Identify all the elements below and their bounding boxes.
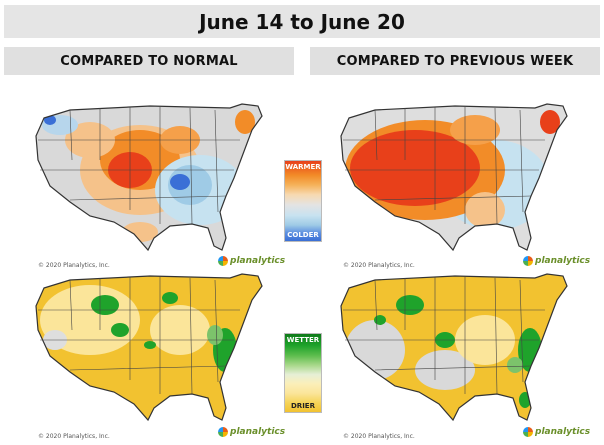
planalytics-logo: planalytics <box>218 256 285 266</box>
map-temperature-vs-previous-week <box>335 100 585 260</box>
legend-warmer-label: WARMER <box>285 163 321 171</box>
planalytics-logo-icon <box>523 256 533 266</box>
legend-wetter-label: WETTER <box>286 336 320 344</box>
planalytics-logo-icon <box>523 427 533 437</box>
planalytics-logo: planalytics <box>523 427 590 437</box>
copyright-precip-prev: © 2020 Planalytics, Inc. <box>343 433 415 440</box>
planalytics-logo-icon <box>218 427 228 437</box>
legend-drier-label: DRIER <box>291 402 315 410</box>
copyright-precip-normal: © 2020 Planalytics, Inc. <box>38 433 110 440</box>
column-header-previous-week: COMPARED TO PREVIOUS WEEK <box>310 47 600 75</box>
copyright-temp-prev: © 2020 Planalytics, Inc. <box>343 262 415 269</box>
copyright-temp-normal: © 2020 Planalytics, Inc. <box>38 262 110 269</box>
column-header-normal: COMPARED TO NORMAL <box>4 47 294 75</box>
temperature-legend: WARMER COLDER <box>284 160 322 242</box>
legend-colder-label: COLDER <box>287 231 319 239</box>
planalytics-logo: planalytics <box>523 256 590 266</box>
map-precipitation-vs-previous-week <box>335 270 585 430</box>
precipitation-legend: WETTER DRIER <box>284 333 322 413</box>
page-title: June 14 to June 20 <box>4 5 600 38</box>
map-temperature-vs-normal <box>30 100 280 260</box>
map-precipitation-vs-normal <box>30 270 280 430</box>
planalytics-logo: planalytics <box>218 427 285 437</box>
planalytics-logo-icon <box>218 256 228 266</box>
